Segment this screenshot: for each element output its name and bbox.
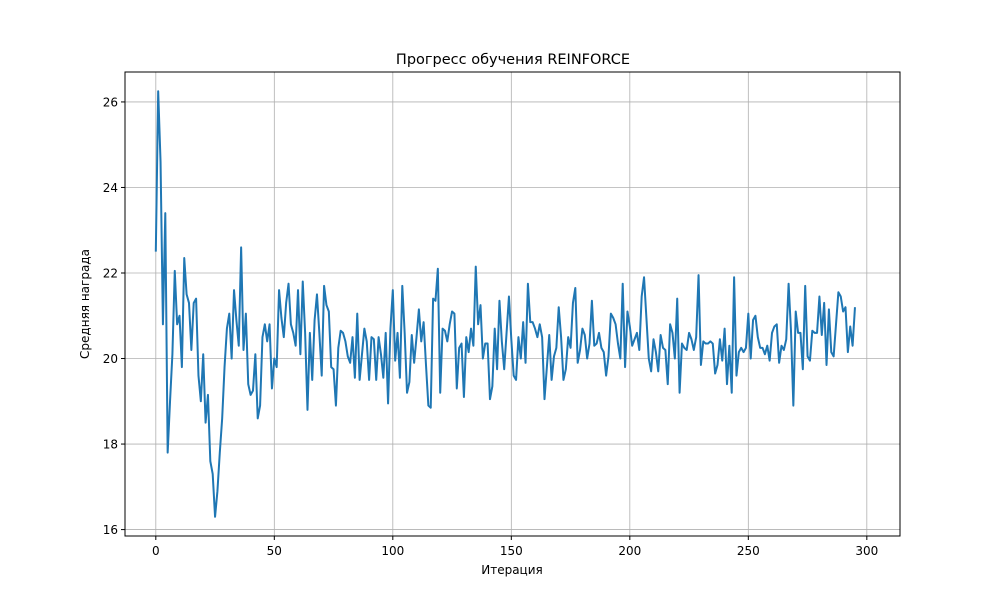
y-tick-label: 18 [103, 438, 118, 452]
axes-frame [124, 71, 901, 537]
y-tick-label: 24 [103, 181, 118, 195]
y-tick-label: 16 [103, 523, 118, 537]
x-axis-label: Итерация [481, 563, 543, 577]
x-tick-label: 100 [381, 544, 404, 558]
x-tick-label: 50 [267, 544, 282, 558]
x-tick-label: 300 [855, 544, 878, 558]
x-tick-label: 250 [737, 544, 760, 558]
y-axis-label: Средняя награда [78, 249, 92, 359]
series-line [154, 90, 856, 518]
y-tick-label: 22 [103, 266, 118, 280]
x-tick-label: 0 [152, 544, 160, 558]
ticks: 0 50 100 150 200 250 300 16 18 20 22 24 26 [103, 95, 879, 558]
x-tick-label: 150 [500, 544, 523, 558]
chart-title: Прогресс обучения REINFORCE [396, 52, 630, 68]
y-tick-label: 20 [103, 352, 118, 366]
y-tick-label: 26 [103, 95, 118, 109]
x-tick-label: 200 [618, 544, 641, 558]
plot-area [154, 90, 856, 518]
